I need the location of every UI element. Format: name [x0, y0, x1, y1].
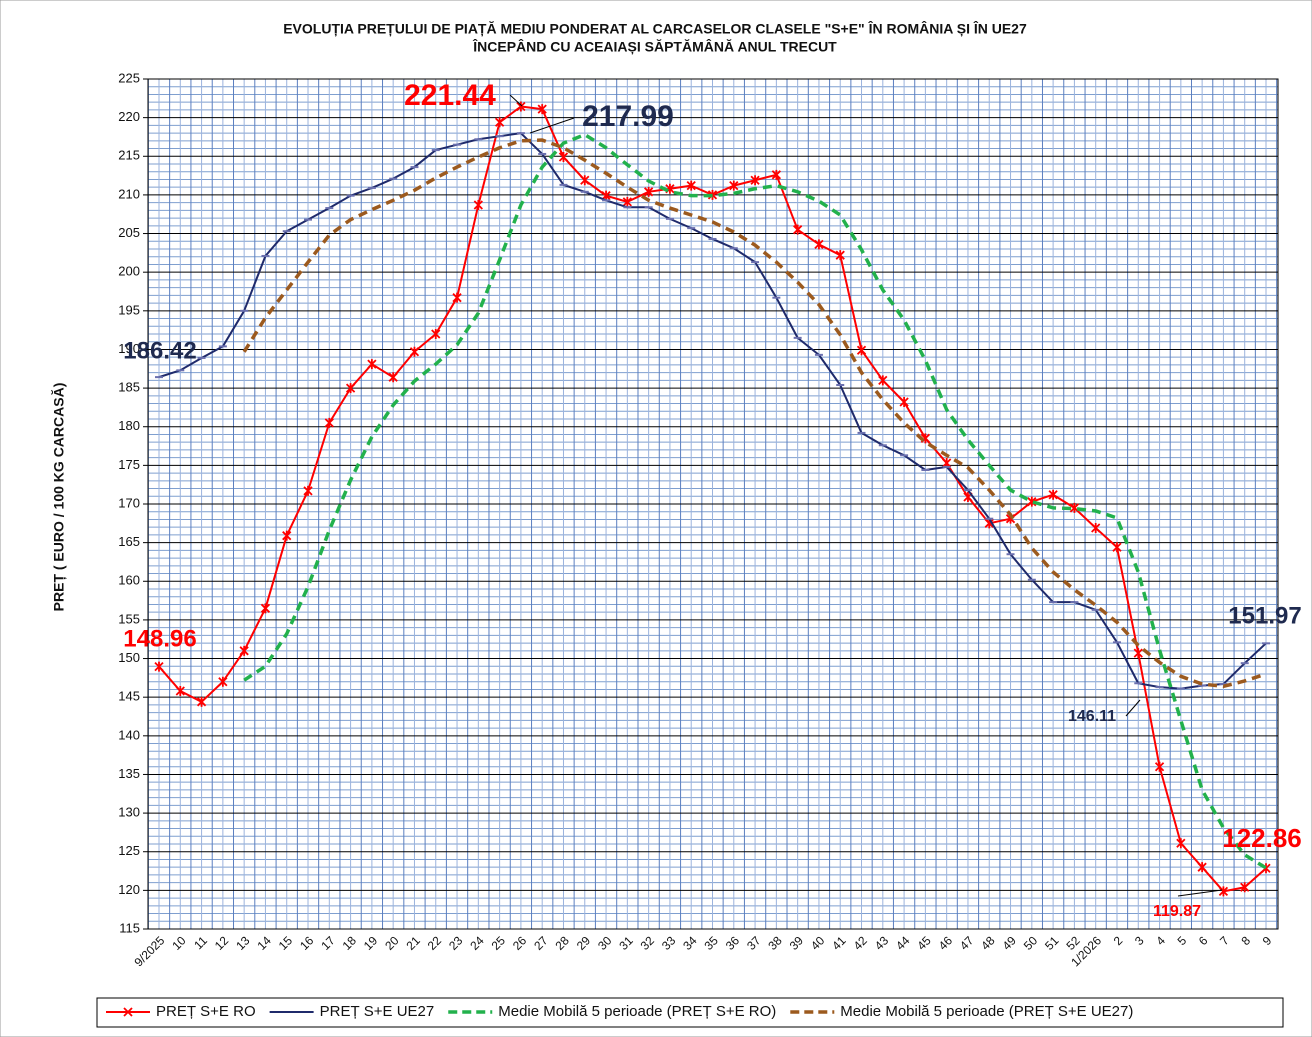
point-marker: [431, 329, 441, 339]
y-tick-label: 185: [118, 380, 140, 395]
y-axis-label: PREȚ ( EURO / 100 KG CARCASĂ): [51, 383, 67, 612]
leader-line: [529, 117, 575, 134]
series-line: [242, 138, 1267, 689]
point-marker: [154, 661, 164, 672]
leader-line: [1125, 699, 1141, 717]
y-tick-label: 150: [118, 650, 140, 665]
y-tick-label: 220: [118, 109, 140, 124]
y-tick-label: 130: [118, 805, 140, 820]
series-line: [243, 132, 1267, 870]
point-marker: [814, 239, 824, 250]
y-tick-label: 125: [118, 843, 140, 858]
point-marker: [1218, 886, 1229, 897]
point-marker: [793, 224, 803, 235]
point-marker: [239, 645, 249, 656]
data-label: 119.87: [1153, 903, 1201, 920]
y-tick-label: 145: [118, 689, 140, 704]
point-marker: [771, 169, 782, 180]
legend-label: Medie Mobilă 5 perioade (PREȚ S+E UE27): [840, 1003, 1133, 1020]
data-label: 186.42: [123, 337, 196, 364]
point-marker: [282, 530, 292, 541]
data-label: 146.11: [1068, 708, 1116, 725]
point-marker: [345, 383, 356, 394]
y-tick-label: 175: [118, 457, 140, 472]
point-marker: [878, 375, 888, 386]
leader-line: [509, 94, 523, 107]
y-tick-label: 225: [118, 70, 140, 85]
point-marker: [1048, 489, 1058, 500]
y-tick-label: 195: [118, 302, 140, 317]
y-tick-label: 120: [118, 882, 140, 897]
point-marker: [686, 180, 696, 191]
point-marker: [303, 485, 313, 496]
point-marker: [324, 417, 334, 428]
data-label: 217.99: [582, 100, 674, 133]
y-tick-label: 135: [118, 766, 140, 781]
point-marker: [1154, 761, 1165, 772]
point-marker: [899, 397, 909, 407]
point-marker: [1027, 496, 1037, 507]
y-tick-label: 210: [118, 186, 140, 201]
point-marker: [1176, 838, 1186, 849]
chart-title: ÎNCEPÂND CU ACEAIAȘI SĂPTĂMÂNĂ ANUL TREC…: [472, 38, 837, 55]
point-marker: [580, 175, 590, 186]
y-tick-label: 170: [118, 495, 140, 510]
legend-marker: [123, 1007, 133, 1017]
point-marker: [622, 196, 632, 207]
data-label: 221.44: [404, 79, 496, 112]
leader-line: [1177, 889, 1223, 897]
point-marker: [516, 101, 526, 112]
y-tick-label: 140: [118, 727, 140, 742]
y-tick-label: 155: [118, 611, 140, 626]
point-marker: [1240, 882, 1250, 893]
point-marker: [473, 199, 483, 210]
point-marker: [643, 186, 654, 197]
point-marker: [1133, 648, 1143, 659]
plot-border: [147, 78, 1279, 930]
point-marker: [1091, 522, 1101, 533]
point-marker: [1197, 862, 1207, 873]
point-marker: [388, 372, 398, 383]
point-marker: [260, 603, 271, 614]
y-tick-label: 180: [118, 418, 140, 433]
point-marker: [494, 117, 505, 128]
legend-label: PREȚ S+E UE27: [320, 1003, 435, 1020]
point-marker: [558, 152, 569, 163]
point-marker: [409, 346, 420, 357]
point-marker: [856, 345, 867, 356]
data-label: 122.86: [1222, 823, 1302, 853]
point-marker: [367, 359, 377, 370]
point-marker: [175, 686, 185, 696]
y-tick-label: 115: [119, 920, 140, 935]
point-marker: [218, 676, 228, 687]
point-marker: [729, 180, 739, 191]
data-label: 148.96: [123, 625, 196, 652]
legend-label: PREȚ S+E RO: [156, 1003, 256, 1020]
y-tick-label: 205: [118, 225, 140, 240]
y-tick-label: 190: [118, 341, 140, 356]
y-tick-label: 200: [118, 264, 140, 279]
point-marker: [750, 175, 760, 186]
y-tick-label: 215: [118, 148, 140, 163]
point-marker: [835, 250, 845, 261]
point-marker: [196, 696, 207, 707]
y-tick-label: 165: [118, 534, 140, 549]
y-tick-label: 160: [118, 573, 140, 588]
chart-title: EVOLUȚIA PREȚULUI DE PIAȚĂ MEDIU PONDERA…: [283, 20, 1027, 37]
point-marker: [452, 292, 462, 303]
point-marker: [537, 104, 547, 115]
data-label: 151.97: [1228, 602, 1301, 629]
legend-label: Medie Mobilă 5 perioade (PREȚ S+E RO): [498, 1003, 776, 1020]
point-marker: [1112, 542, 1122, 553]
